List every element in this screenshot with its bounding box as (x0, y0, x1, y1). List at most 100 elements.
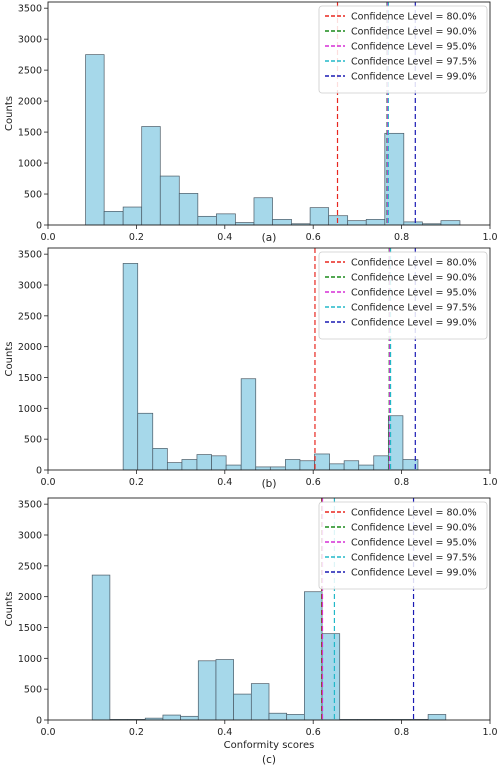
legend-entry: Confidence Level = 95.0% (351, 288, 477, 299)
x-tick-label: 0.4 (217, 232, 232, 243)
legend-entry: Confidence Level = 99.0% (351, 318, 477, 329)
histogram-bar (253, 197, 273, 226)
histogram-bar (365, 219, 386, 226)
x-tick-label: 0.8 (394, 477, 409, 488)
y-tick-label: 3000 (18, 35, 42, 46)
legend: Confidence Level = 80.0% Confidence Level… (318, 251, 488, 340)
y-tick-label: 1500 (18, 623, 42, 634)
legend-box (318, 5, 488, 94)
y-tick-label: 3500 (18, 4, 42, 15)
x-tick-label: 1.0 (482, 727, 497, 738)
axes-frame (47, 497, 491, 721)
y-axis-label: Counts (4, 342, 15, 377)
y-tick-label: 1500 (18, 373, 42, 384)
y-tick-label: 2500 (18, 561, 42, 572)
legend-entry: Confidence Level = 80.0% (351, 12, 477, 23)
y-tick-label: 2500 (18, 66, 42, 77)
histogram-bar (196, 454, 212, 471)
panel-caption: (b) (262, 478, 277, 490)
histogram-bar (152, 448, 168, 471)
histogram-bar (216, 213, 236, 226)
histogram-bar (166, 462, 183, 471)
x-tick-label: 0.6 (306, 727, 321, 738)
y-tick-label: 1000 (18, 404, 42, 415)
x-tick-label: 0.4 (217, 727, 232, 738)
y-tick-label: 2000 (18, 97, 42, 108)
x-tick-label: 0.6 (306, 232, 321, 243)
histogram-bar (233, 693, 252, 721)
y-axis-label: Counts (4, 592, 15, 627)
y-tick-label: 3000 (18, 531, 42, 542)
legend-entry: Confidence Level = 97.5% (351, 553, 477, 564)
histogram-bar (85, 54, 105, 226)
y-tick-label: 3000 (18, 281, 42, 292)
chart-panel-1: 0 500 1000 1500 2000 2500 3000 3500 0.0 0.2 0.4 0.6… (4, 1, 498, 244)
legend-entry: Confidence Level = 90.0% (351, 273, 477, 284)
histogram-bar (137, 412, 154, 471)
histogram-bar (159, 175, 180, 226)
legend-entry: Confidence Level = 99.0% (351, 568, 477, 579)
histogram-bar (122, 263, 139, 471)
chart-panel-3: 0 500 1000 1500 2000 2500 3000 3500 0.0 0.2 0.4 0.6… (4, 497, 498, 766)
legend-entry: Confidence Level = 80.0% (351, 258, 477, 269)
histogram-bar (197, 215, 217, 226)
y-tick-label: 3500 (18, 250, 42, 261)
legend-box (318, 251, 488, 340)
histogram-bar (211, 455, 227, 471)
y-tick-label: 500 (24, 685, 42, 696)
histogram-bar (181, 459, 198, 471)
y-tick-label: 500 (24, 435, 42, 446)
x-tick-label: 0.2 (129, 727, 144, 738)
x-tick-label: 0.0 (40, 727, 55, 738)
histogram-bar (141, 126, 161, 226)
legend-entry: Confidence Level = 99.0% (351, 72, 477, 83)
histogram-bar (299, 460, 315, 471)
histogram-bar (91, 574, 111, 721)
y-tick-label: 0 (36, 716, 42, 727)
legend-entry: Confidence Level = 97.5% (351, 57, 477, 68)
histogram-bar (328, 215, 349, 226)
axes-frame (47, 1, 491, 226)
legend-entry: Confidence Level = 97.5% (351, 303, 477, 314)
histogram-bar (358, 464, 375, 471)
histogram-bar (268, 712, 288, 721)
y-tick-label: 1000 (18, 654, 42, 665)
legend-box (318, 501, 488, 590)
chart-panel-2: 0 500 1000 1500 2000 2500 3000 3500 0.0 0.2 0.4 0.6… (4, 247, 498, 490)
y-tick-label: 2500 (18, 311, 42, 322)
y-tick-label: 0 (36, 221, 42, 232)
x-tick-label: 0.6 (306, 477, 321, 488)
x-axis-label: Conformity scores (224, 740, 315, 751)
histogram-bar (178, 193, 199, 226)
histogram-bar (309, 207, 330, 226)
histogram-bar (180, 715, 199, 721)
histogram-bar (122, 206, 143, 226)
histogram-bar (215, 659, 234, 721)
y-tick-label: 500 (24, 190, 42, 201)
y-tick-label: 1500 (18, 128, 42, 139)
y-tick-label: 2000 (18, 592, 42, 603)
histogram-bar (329, 463, 345, 471)
histogram-bar (197, 660, 217, 721)
legend-entry: Confidence Level = 95.0% (351, 538, 477, 549)
x-tick-label: 1.0 (482, 477, 497, 488)
y-tick-label: 2000 (18, 342, 42, 353)
histogram-bar (269, 466, 286, 471)
x-tick-label: 1.0 (482, 232, 497, 243)
legend-entry: Confidence Level = 90.0% (351, 523, 477, 534)
y-tick-label: 0 (36, 466, 42, 477)
histogram-bar (225, 464, 242, 471)
legend: Confidence Level = 80.0% Confidence Level… (318, 501, 488, 590)
histogram-bar (373, 455, 389, 471)
histogram-bar (321, 633, 341, 721)
histogram-bar (240, 378, 257, 471)
x-tick-label: 0.8 (394, 727, 409, 738)
histogram-bar (427, 714, 447, 721)
y-tick-label: 1000 (18, 159, 42, 170)
histogram-bar (255, 466, 271, 471)
x-tick-label: 0.0 (40, 477, 55, 488)
histogram-bar (250, 683, 270, 721)
x-tick-label: 0.2 (129, 477, 144, 488)
histogram-bar (162, 714, 181, 721)
